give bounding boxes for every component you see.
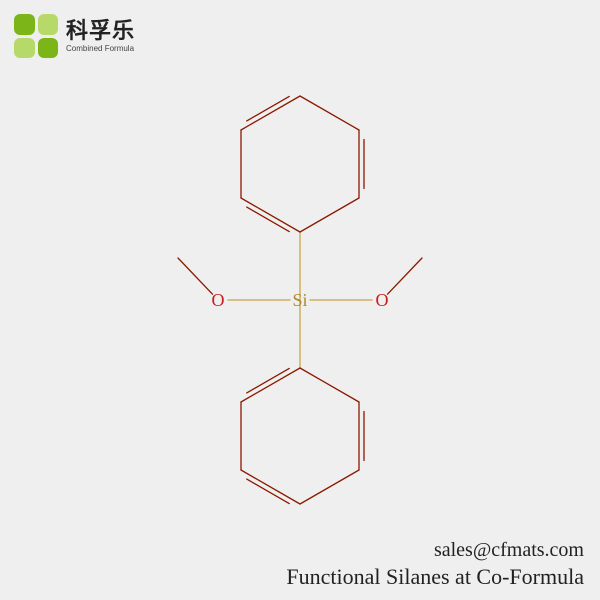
contact-email: sales@cfmats.com: [286, 539, 584, 562]
footer: sales@cfmats.com Functional Silanes at C…: [286, 539, 584, 590]
svg-text:O: O: [212, 290, 225, 310]
molecule-diagram: Si O O: [0, 0, 600, 600]
tagline: Functional Silanes at Co-Formula: [286, 564, 584, 590]
svg-text:O: O: [376, 290, 389, 310]
svg-text:Si: Si: [292, 290, 307, 310]
canvas: 科孚乐 Combined Formula SiOO sales@cfmats.c…: [0, 0, 600, 600]
